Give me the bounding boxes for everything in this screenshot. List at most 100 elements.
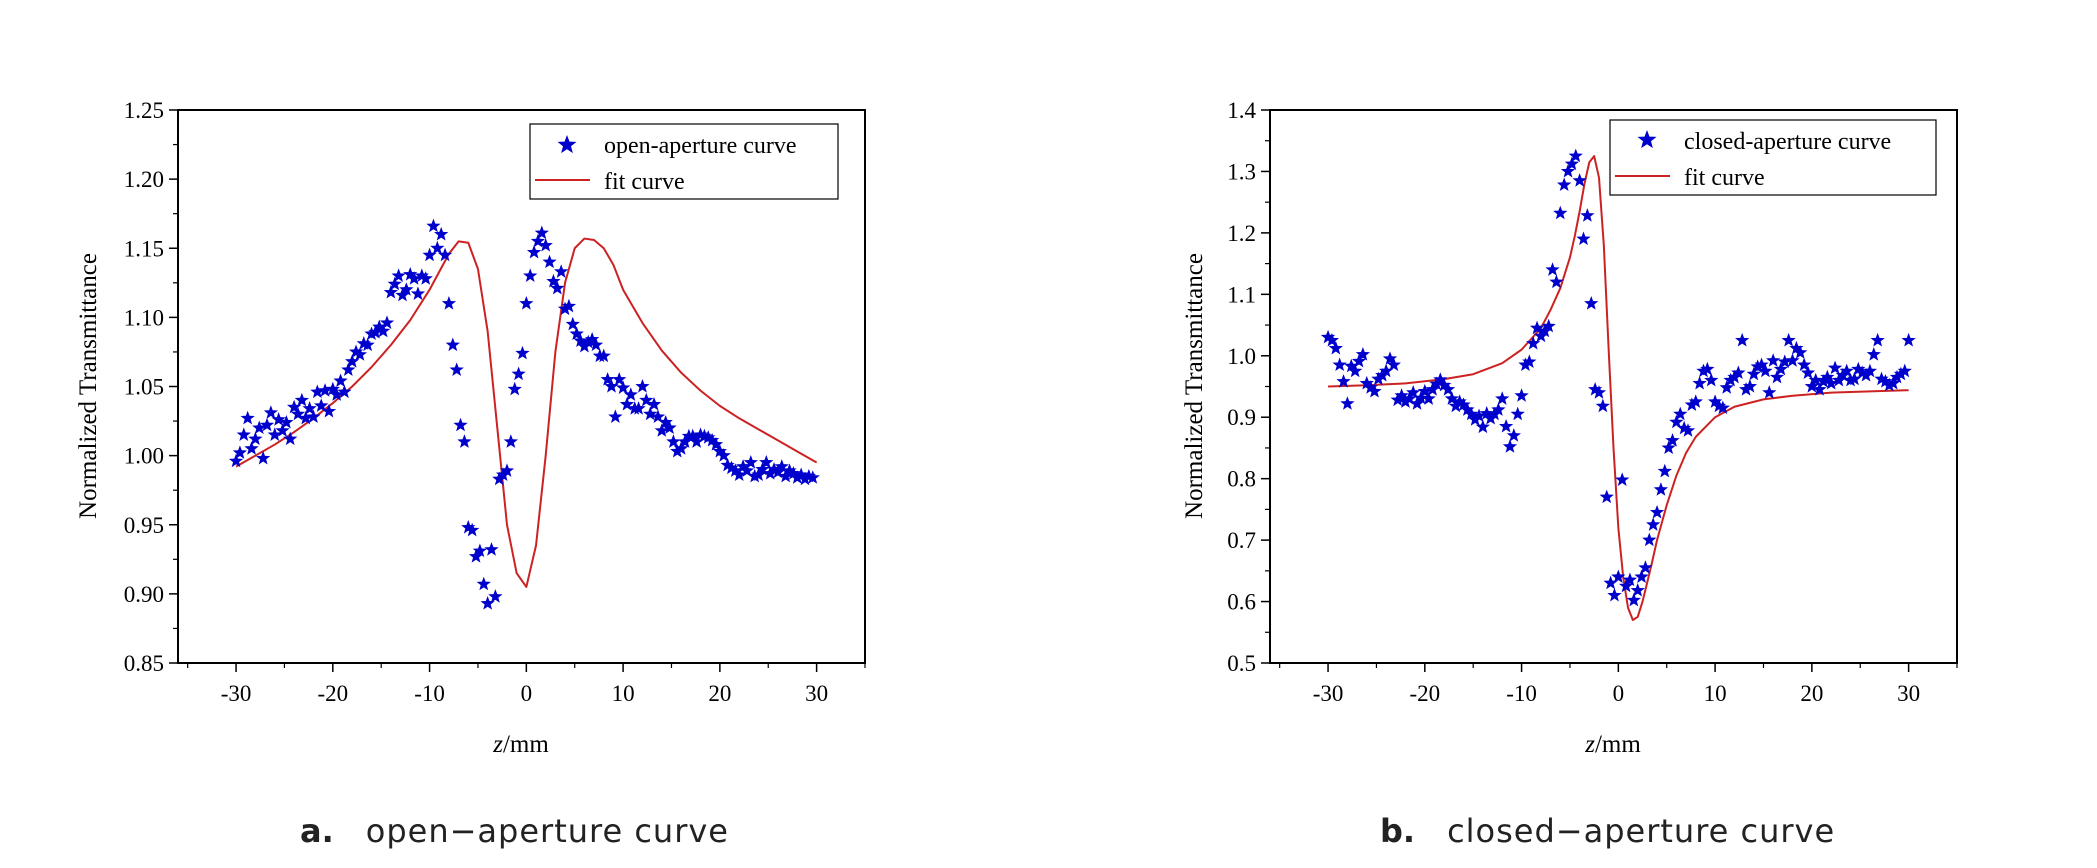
chart-a-data-point	[735, 459, 751, 473]
chart-b-y-axis-title: Normalized Transmittance	[1181, 253, 1208, 519]
chart-a-data-point	[530, 233, 546, 248]
chart-b-data-point	[1363, 380, 1378, 394]
chart-a-data-point	[240, 410, 255, 425]
chart-a-data-point	[325, 381, 340, 396]
chart-a-data-point	[523, 268, 538, 282]
chart-b-data-point	[1378, 363, 1394, 378]
chart-b-data-point	[1700, 361, 1715, 376]
chart-a-y-tick-label: 1.10	[124, 305, 164, 330]
chart-b-fit-curve	[1328, 155, 1909, 621]
chart-b-data-point	[1696, 363, 1711, 378]
chart-a-data-point	[569, 326, 584, 341]
chart-b-data-point	[1781, 332, 1796, 347]
chart-b-data-point	[1750, 359, 1765, 373]
chart-a-data-point	[588, 337, 604, 352]
chart-a-data-point	[716, 448, 731, 462]
chart-b-data-point	[1622, 572, 1638, 587]
chart-b-data-point	[1808, 372, 1823, 387]
chart-b-data-point	[1812, 382, 1827, 396]
chart-b-data-point	[1649, 504, 1665, 519]
chart-b-data-point	[1394, 388, 1409, 402]
chart-a-data-point	[453, 417, 468, 432]
chart-a-data-point	[302, 401, 317, 415]
chart-a-data-point	[256, 450, 271, 465]
chart-b-data-point	[1545, 262, 1560, 276]
chart-a-data-point	[263, 405, 279, 419]
chart-b-y-axis: 0.5 0.6 0.7 0.8 0.9 1.0 1.1 1.2 1.3 1.4	[1227, 98, 1270, 676]
chart-a-data-point	[685, 428, 700, 443]
chart-a-data-point	[662, 420, 677, 435]
chart-a-data-point	[759, 455, 774, 469]
chart-a-data-point	[650, 409, 666, 423]
chart-b-data-point	[1429, 376, 1444, 391]
chart-b-data-point	[1386, 357, 1401, 372]
chart-a-data-point	[557, 301, 573, 316]
chart-b-data-point	[1375, 367, 1390, 382]
chart-a-data-point	[399, 282, 414, 296]
chart-a-marker-layer	[228, 218, 820, 610]
chart-b-data-point	[1858, 367, 1874, 382]
chart-a-data-point	[236, 427, 251, 441]
chart-b-data-point	[1665, 433, 1680, 447]
chart-b-data-point	[1421, 391, 1436, 405]
chart-a-data-point	[333, 373, 348, 388]
chart-a-fit-curve	[235, 237, 818, 588]
chart-b-data-point	[1893, 366, 1909, 381]
chart-b-data-point	[1777, 354, 1792, 368]
chart-a-data-point	[581, 334, 596, 349]
chart-b-data-point	[1560, 163, 1576, 178]
chart-b-data-point	[1684, 397, 1700, 411]
chart-b-y-tick-label: 1.0	[1227, 344, 1256, 369]
chart-a-data-point	[252, 420, 267, 435]
chart-b-data-point	[1727, 369, 1742, 384]
chart-a-data-point	[372, 319, 387, 334]
chart-a-data-point	[348, 344, 364, 359]
chart-a-data-point	[654, 423, 669, 437]
chart-b-fit-layer	[1328, 155, 1909, 621]
chart-a-data-point	[786, 466, 801, 480]
chart-a-data-point	[376, 323, 391, 338]
chart-a-data-point	[604, 379, 619, 393]
chart-b-data-point	[1874, 371, 1889, 386]
chart-b-data-point	[1344, 358, 1359, 373]
chart-b-data-point	[1576, 231, 1591, 246]
chart-a-data-point	[298, 410, 313, 425]
chart-a-data-point	[306, 409, 321, 423]
chart-a-data-point	[492, 471, 507, 486]
chart-b-data-point	[1824, 375, 1839, 390]
chart-b-x-tick-label: -30	[1313, 681, 1344, 706]
chart-a-y-tick-label: 1.15	[124, 236, 164, 261]
chart-b-y-tick-label: 0.8	[1227, 467, 1256, 492]
chart-a-data-point	[797, 471, 813, 486]
chart-a-data-point	[720, 457, 735, 472]
chart-b-data-point	[1433, 372, 1448, 386]
chart-a-data-point	[488, 589, 503, 603]
chart-a-data-point	[782, 463, 797, 477]
chart-b-data-point	[1827, 360, 1843, 375]
chart-a-data-point	[465, 522, 480, 537]
chart-b-data-point	[1816, 374, 1831, 388]
chart-a-data-point	[228, 453, 244, 468]
chart-a-data-point	[418, 271, 433, 285]
chart-a-data-point	[619, 396, 635, 411]
chart-a-data-point	[503, 434, 518, 448]
chart-b-data-point	[1653, 482, 1669, 496]
chart-b-caption: b. closed−aperture curve	[1380, 812, 1835, 850]
chart-a-data-point	[596, 348, 611, 363]
chart-b-data-point	[1568, 148, 1583, 163]
chart-a-data-point	[519, 296, 534, 310]
chart-a-data-point	[561, 298, 577, 313]
chart-b-legend-label-markers: closed-aperture curve	[1684, 129, 1891, 155]
chart-b: -30 -20 -10 0 10 20 30 0.5 0.6 0.7 0.8 0.9 1.0 1.1 1.…	[1181, 98, 1958, 850]
chart-a-data-point	[383, 284, 399, 299]
chart-a-data-point	[635, 379, 650, 393]
chart-a-data-point	[585, 331, 600, 346]
chart-a-data-point	[631, 401, 646, 415]
chart-b-data-point	[1553, 205, 1568, 220]
chart-a-data-point	[337, 384, 352, 399]
chart-b-data-point	[1328, 340, 1343, 355]
chart-a-data-point	[345, 354, 360, 368]
chart-a-data-point	[739, 463, 755, 477]
chart-a-data-point	[689, 434, 704, 448]
